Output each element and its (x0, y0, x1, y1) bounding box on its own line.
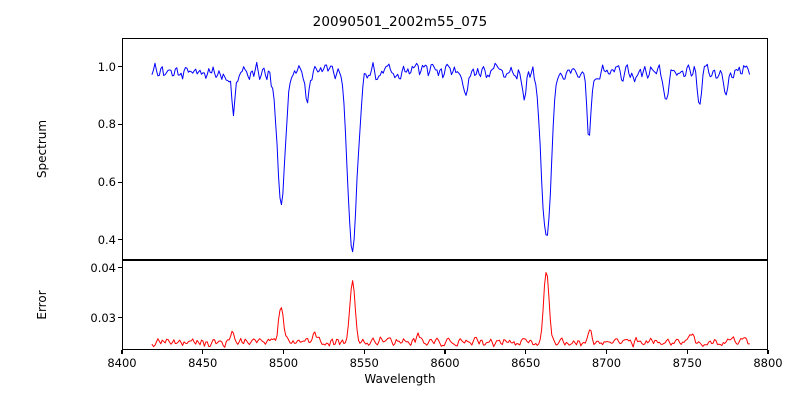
y-tick-mark-spectrum (118, 123, 122, 126)
y-tick-label-spectrum: 1.0 (97, 59, 116, 74)
error-data-line (151, 272, 750, 348)
page-title: 20090501_2002m55_075 (312, 14, 488, 30)
x-tick-mark (202, 350, 204, 354)
x-tick-label: 8750 (672, 356, 702, 370)
y-tick-label-spectrum: 0.8 (97, 117, 116, 132)
x-tick-label: 8800 (753, 356, 783, 370)
y-tick-label-spectrum: 0.6 (97, 175, 116, 190)
x-tick-label: 8650 (511, 356, 541, 370)
y-tick-label-error: 0.04 (90, 260, 116, 275)
x-tick-mark (121, 350, 123, 354)
x-tick-mark (444, 350, 446, 354)
spectrum-line-svg (151, 61, 750, 253)
y-tick-mark-error (118, 266, 122, 269)
y-tick-label-spectrum: 0.4 (97, 232, 116, 247)
x-tick-mark (525, 350, 527, 354)
y-tick-mark-spectrum (118, 239, 122, 241)
x-tick-mark (282, 350, 285, 354)
y-tick-mark-spectrum (118, 66, 122, 68)
x-tick-label: 8550 (349, 356, 379, 370)
y-tick-mark-error (118, 316, 122, 319)
x-tick-mark (363, 350, 365, 354)
x-tick-mark (605, 350, 608, 354)
y-axis-label-error: Error (35, 290, 49, 320)
spectrum-plot-area (122, 38, 768, 260)
x-tick-label: 8400 (107, 356, 137, 370)
x-tick-label: 8700 (591, 356, 622, 370)
y-tick-label-error: 0.03 (90, 310, 116, 325)
x-tick-label: 8500 (268, 356, 299, 370)
x-tick-label: 8600 (430, 356, 460, 370)
x-tick-mark (767, 350, 769, 354)
x-tick-mark (686, 350, 688, 354)
error-line-svg (151, 272, 750, 348)
x-axis-label: Wavelength (364, 372, 436, 386)
error-plot-area (122, 260, 768, 350)
spectrum-data-line (151, 61, 750, 253)
y-axis-label-spectrum: Spectrum (35, 119, 49, 179)
x-tick-label: 8450 (188, 356, 218, 370)
y-tick-mark-spectrum (118, 181, 122, 183)
